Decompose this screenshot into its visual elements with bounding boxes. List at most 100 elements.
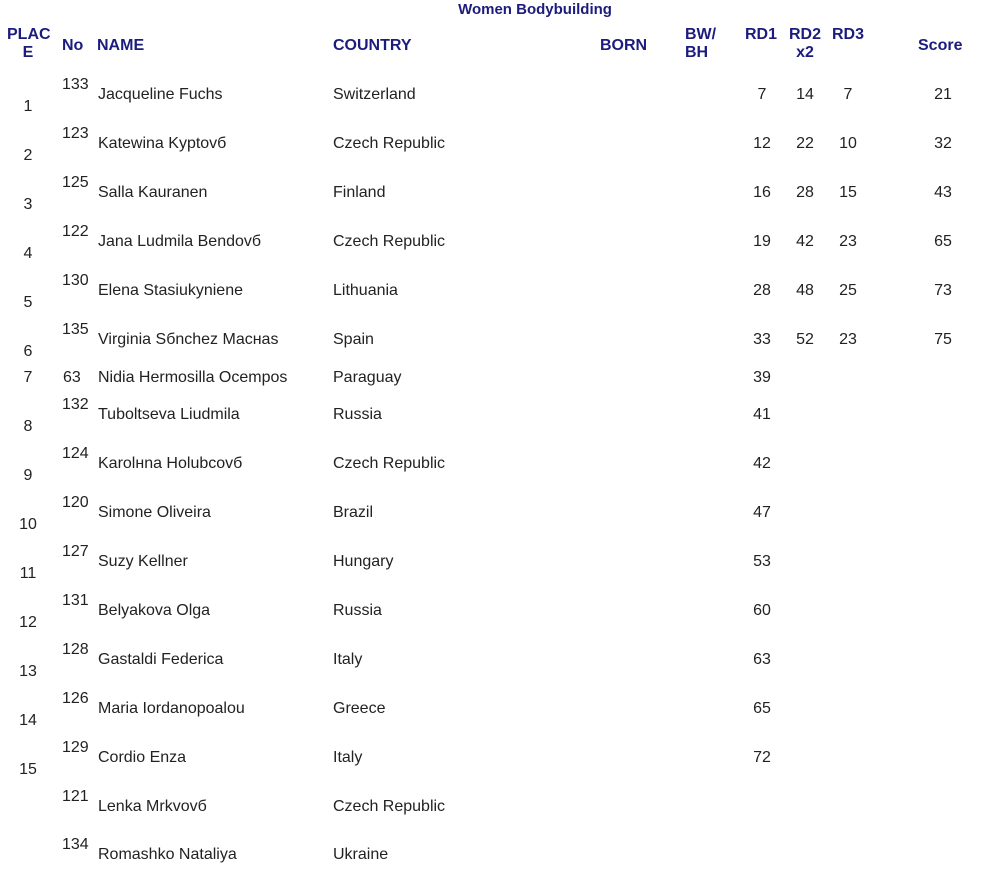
header-name: NAME — [97, 37, 145, 54]
rd3-cell: 10 — [839, 135, 857, 152]
name-cell: Salla Kauranen — [98, 184, 208, 201]
country-cell: Brazil — [333, 504, 374, 521]
rd3-cell: 7 — [843, 86, 853, 103]
place-cell: 5 — [23, 294, 33, 311]
number-cell: 123 — [62, 125, 89, 142]
name-cell: Gastaldi Federica — [98, 651, 224, 668]
country-cell: Ukraine — [333, 846, 389, 863]
name-cell: Virginia Sбnchez Macнas — [98, 331, 279, 348]
number-cell: 120 — [62, 494, 89, 511]
name-cell: Katewina Kyptovб — [98, 135, 227, 152]
country-cell: Italy — [333, 651, 363, 668]
number-cell: 127 — [62, 543, 89, 560]
rd2-cell: 22 — [796, 135, 814, 152]
rd2-cell: 52 — [796, 331, 814, 348]
rd1-cell: 28 — [753, 282, 771, 299]
score-cell: 43 — [934, 184, 952, 201]
name-cell: Karolнna Holubcovб — [98, 455, 243, 472]
name-cell: Tuboltseva Liudmila — [98, 406, 240, 423]
number-cell: 124 — [62, 445, 89, 462]
place-cell: 6 — [23, 343, 33, 360]
rd1-cell: 65 — [753, 700, 771, 717]
header-rd2: RD2 x2 — [785, 26, 825, 62]
rd1-cell: 12 — [753, 135, 771, 152]
country-cell: Switzerland — [333, 86, 416, 103]
number-cell: 135 — [62, 321, 89, 338]
place-cell: 12 — [19, 614, 37, 631]
rd3-cell: 23 — [839, 331, 857, 348]
country-cell: Hungary — [333, 553, 394, 570]
score-cell: 73 — [934, 282, 952, 299]
rd1-cell: 42 — [753, 455, 771, 472]
header-place: PLAC E — [7, 26, 51, 62]
rd1-cell: 41 — [753, 406, 771, 423]
country-cell: Spain — [333, 331, 374, 348]
header-bw-line2: BH — [685, 44, 709, 61]
name-cell: Jana Ludmila Bendovб — [98, 233, 262, 250]
rd1-cell: 16 — [753, 184, 771, 201]
rd2-cell: 48 — [796, 282, 814, 299]
number-cell: 126 — [62, 690, 89, 707]
name-cell: Nidia Hermosilla Ocempos — [98, 369, 288, 386]
number-cell: 134 — [62, 836, 89, 853]
header-place-line2: E — [22, 44, 34, 61]
place-cell: 9 — [23, 467, 33, 484]
rd1-cell: 7 — [757, 86, 767, 103]
header-born: BORN — [600, 37, 648, 54]
rd1-cell: 19 — [753, 233, 771, 250]
rd1-cell: 72 — [753, 749, 771, 766]
place-cell: 14 — [19, 712, 37, 729]
place-cell: 11 — [19, 565, 37, 582]
rd2-cell: 14 — [796, 86, 814, 103]
score-cell: 21 — [934, 86, 952, 103]
header-rd2-line1: RD2 — [788, 26, 821, 43]
header-country: COUNTRY — [333, 37, 412, 54]
name-cell: Maria Iordanopoalou — [98, 700, 245, 717]
header-place-line1: PLAC — [7, 26, 51, 43]
number-cell: 63 — [63, 369, 81, 386]
rd3-cell: 25 — [839, 282, 857, 299]
rd1-cell: 33 — [753, 331, 771, 348]
rd1-cell: 53 — [753, 553, 771, 570]
country-cell: Czech Republic — [333, 233, 446, 250]
page-title: Women Bodybuilding — [458, 1, 612, 18]
score-cell: 75 — [934, 331, 952, 348]
number-cell: 131 — [62, 592, 89, 609]
score-cell: 65 — [934, 233, 952, 250]
header-rd2-line2: x2 — [796, 44, 814, 61]
name-cell: Simone Oliveira — [98, 504, 211, 521]
score-cell: 32 — [934, 135, 952, 152]
country-cell: Russia — [333, 602, 382, 619]
number-cell: 121 — [62, 788, 89, 805]
name-cell: Lenka Mrkvovб — [98, 798, 207, 815]
number-cell: 128 — [62, 641, 89, 658]
place-cell: 3 — [23, 196, 33, 213]
rd3-cell: 15 — [839, 184, 857, 201]
country-cell: Paraguay — [333, 369, 402, 386]
name-cell: Cordio Enza — [98, 749, 187, 766]
country-cell: Czech Republic — [333, 455, 446, 472]
header-rd1: RD1 — [745, 26, 778, 43]
name-cell: Romashko Nataliya — [98, 846, 237, 863]
name-cell: Belyakova Olga — [98, 602, 211, 619]
place-cell: 4 — [23, 245, 33, 262]
country-cell: Lithuania — [333, 282, 398, 299]
country-cell: Czech Republic — [333, 798, 446, 815]
place-cell: 8 — [23, 418, 33, 435]
place-cell: 7 — [23, 369, 33, 386]
place-cell: 2 — [23, 147, 33, 164]
number-cell: 122 — [62, 223, 89, 240]
number-cell: 130 — [62, 272, 89, 289]
country-cell: Russia — [333, 406, 382, 423]
place-cell: 1 — [23, 98, 33, 115]
place-cell: 10 — [19, 516, 37, 533]
name-cell: Suzy Kellner — [98, 553, 188, 570]
name-cell: Jacqueline Fuchs — [98, 86, 223, 103]
country-cell: Finland — [333, 184, 386, 201]
place-cell: 13 — [19, 663, 37, 680]
header-bw-bh: BW/ BH — [685, 26, 716, 62]
header-no: No — [62, 37, 84, 54]
rd3-cell: 23 — [839, 233, 857, 250]
rd1-cell: 47 — [753, 504, 771, 521]
number-cell: 132 — [62, 396, 89, 413]
